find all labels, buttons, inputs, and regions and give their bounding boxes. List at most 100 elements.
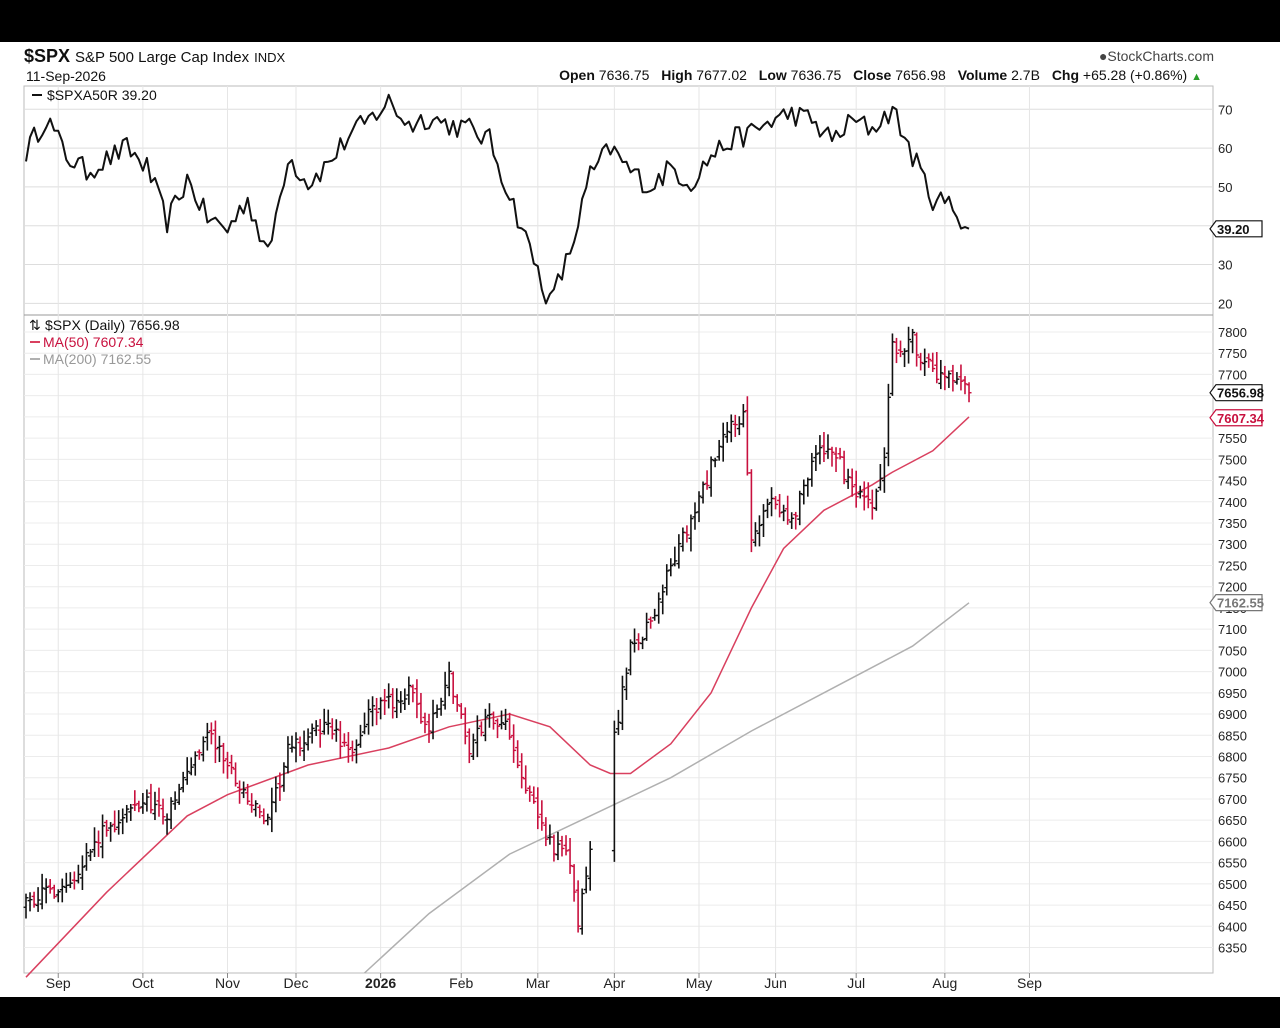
ohlc-bar [458,703,464,719]
ohlc-bar [329,718,335,740]
ohlc-bar [454,694,460,712]
ohlc-bar [446,661,452,697]
ohlc-bar [861,481,867,511]
ohlc-bar [793,511,799,530]
y-tick-label: 7700 [1218,367,1247,382]
ohlc-bar [906,326,912,364]
ohlc-bar [402,688,408,711]
ohlc-bar [543,817,549,847]
ohlc-bar [374,697,380,726]
ohlc-bar [841,450,847,485]
month-label: Apr [603,975,625,991]
y-tick-label: 7500 [1218,452,1247,467]
ohlc-bar [51,884,57,899]
ohlc-bar [462,707,468,745]
chart-svg: 706050403020 780077507700765076007550750… [23,85,1265,991]
y-tick-label: 6900 [1218,707,1247,722]
ohlc-bar [414,679,420,719]
ohlc-bar [938,359,944,390]
chg-label: Chg [1051,67,1080,83]
ohlc-bar [732,414,738,437]
ohlc-bar [63,872,69,893]
value-tag-box [1209,409,1263,427]
ohlc-bar [325,709,331,735]
ohlc-bar [535,787,541,830]
ohlc-bar [357,724,363,748]
chart-date: 11-Sep-2026 [26,68,106,84]
ohlc-bar [672,546,678,567]
y-tick-label: 7550 [1218,431,1247,446]
y-tick-label: 6600 [1218,834,1247,849]
ohlc-bar [277,772,283,801]
ohlc-bar [148,783,154,814]
high-value: 7677.02 [696,67,747,83]
ohlc-bar [893,337,899,364]
y-tick-label: 6500 [1218,877,1247,892]
month-label: Mar [526,975,550,991]
ohlc-bar [640,636,646,650]
ohlc-bar [184,757,190,785]
ohlc-bar [676,534,682,569]
ohlc-bar [96,830,102,857]
ohlc-bar [466,728,472,764]
ohlc-bar [744,396,750,476]
ohlc-bar [664,564,670,596]
ohlc-bar [583,866,589,894]
ohlc-bar [495,718,501,739]
ohlc-bar [100,814,106,859]
ohlc-bar [188,757,194,776]
y-tick-label: 7200 [1218,580,1247,595]
ohlc-bar [478,721,484,737]
ohlc-bar [75,864,81,884]
ohlc-bar [829,446,835,467]
month-label: 2026 [365,975,396,991]
ma200-series [363,602,970,974]
y-tick-label: 7350 [1218,516,1247,531]
value-tag: 7162.55 [1217,596,1264,611]
ohlc-bar [253,800,259,817]
ohlc-bar [317,718,323,748]
y-tick-label: 7450 [1218,474,1247,489]
close-label: Close [853,67,892,83]
chg-value: +65.28 (+0.86%) [1082,67,1188,83]
ohlc-bar [43,878,49,904]
volume-label: Volume [957,67,1008,83]
ohlc-bar [390,688,396,719]
ohlc-bar [740,404,746,428]
month-label: May [686,975,712,991]
ohlc-bar [237,780,243,804]
ohlc-bar [172,791,178,810]
ohlc-bar [23,893,29,919]
ohlc-bar [765,498,771,519]
ohlc-bar [265,813,271,826]
ohlc-bar [668,558,674,577]
ohlc-bar [285,736,291,774]
y-tick-label: 7400 [1218,495,1247,510]
ohlc-bar [333,719,339,742]
ohlc-bar [257,804,263,819]
ma50-legend: MA(50) 7607.34 [43,334,144,350]
open-label: Open [559,67,595,83]
ohlc-bar [781,504,787,522]
ohlc-bar [926,353,932,368]
ohlc-bar [660,584,666,615]
ohlc-bar [910,328,916,354]
ohlc-bar [297,736,303,757]
price-panel-frame [23,314,1214,974]
volume-value: 2.7B [1011,67,1040,83]
ohlc-bar [748,469,754,553]
ohlc-bar [309,723,315,744]
month-label: Aug [932,975,957,991]
ohlc-bar [349,740,355,762]
ohlc-bar [813,445,819,472]
ohlc-bar [31,891,37,908]
ohlc-bar [430,699,436,740]
watermark-text: StockCharts.com [1107,48,1214,64]
ohlc-bar [422,712,428,734]
ohlc-bar [873,488,879,511]
y-tick-label: 50 [1218,180,1232,195]
ohlc-bar [499,710,505,730]
ohlc-bar [59,878,65,903]
ohlc-bar [752,522,758,547]
breadth-grid [24,108,1213,304]
